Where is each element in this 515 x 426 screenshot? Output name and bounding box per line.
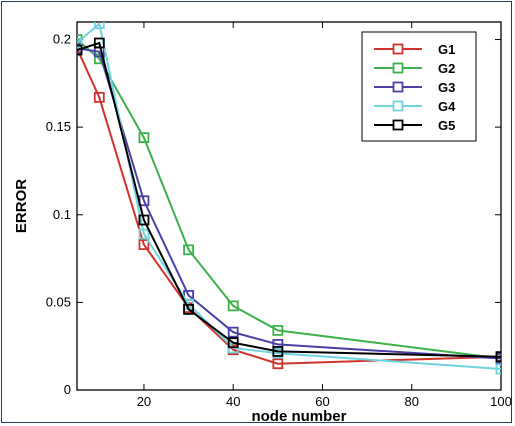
data-point-g1 <box>93 91 105 103</box>
data-point-g5 <box>272 346 284 357</box>
legend-marker-g5 <box>392 119 404 131</box>
y-tick-label: 0.1 <box>53 207 71 222</box>
legend-label-g3: G3 <box>438 80 455 95</box>
data-point-g2 <box>138 132 150 144</box>
data-point-g1 <box>138 239 150 250</box>
data-point-g5 <box>227 337 239 349</box>
y-axis-title: ERROR <box>13 179 30 233</box>
data-point-g4 <box>495 363 501 375</box>
data-point-g2 <box>227 300 239 312</box>
x-tick-label: 80 <box>405 394 419 409</box>
data-point-g3 <box>227 326 239 338</box>
plot-area: 20 40 60 80 100 0 0.05 0.1 0.15 0.2 <box>46 21 512 409</box>
data-point-g5 <box>93 37 105 49</box>
series-line-g3 <box>77 47 501 360</box>
series-line-g5 <box>77 41 501 358</box>
series-layer <box>77 22 501 375</box>
series-line-g2 <box>77 38 501 360</box>
legend-label-g2: G2 <box>438 61 455 76</box>
data-point-g5 <box>77 44 83 56</box>
legend-marker-g4 <box>392 100 404 112</box>
plot-border <box>76 21 502 391</box>
data-point-g1 <box>272 358 284 370</box>
y-tick-label: 0.15 <box>46 119 71 134</box>
legend-marker-g3 <box>392 81 404 93</box>
y-tick-label: 0 <box>64 382 71 397</box>
legend-marker-g1 <box>392 43 404 55</box>
data-point-g4 <box>138 228 150 240</box>
legend-marker-g2 <box>392 62 404 74</box>
data-point-g2 <box>183 244 194 256</box>
y-tick-label: 0.05 <box>46 294 71 309</box>
x-axis-title: node number <box>251 408 346 424</box>
data-point-g4 <box>77 37 83 49</box>
y-tick-label: 0.2 <box>53 32 71 47</box>
data-point-g5 <box>138 214 150 226</box>
x-tick-label: 20 <box>137 394 151 409</box>
x-tick-label: 60 <box>315 394 329 409</box>
x-tick-label: 40 <box>226 394 240 409</box>
legend: G1 G2 G3 G4 G5 <box>361 31 477 142</box>
data-point-g5 <box>495 351 501 363</box>
data-point-g2 <box>272 325 284 336</box>
legend-label-g1: G1 <box>438 42 455 57</box>
data-point-g5 <box>183 303 194 315</box>
x-tick-label: 100 <box>490 394 512 409</box>
legend-label-g5: G5 <box>438 118 455 133</box>
data-point-g4 <box>93 22 105 30</box>
legend-label-g4: G4 <box>438 99 456 114</box>
